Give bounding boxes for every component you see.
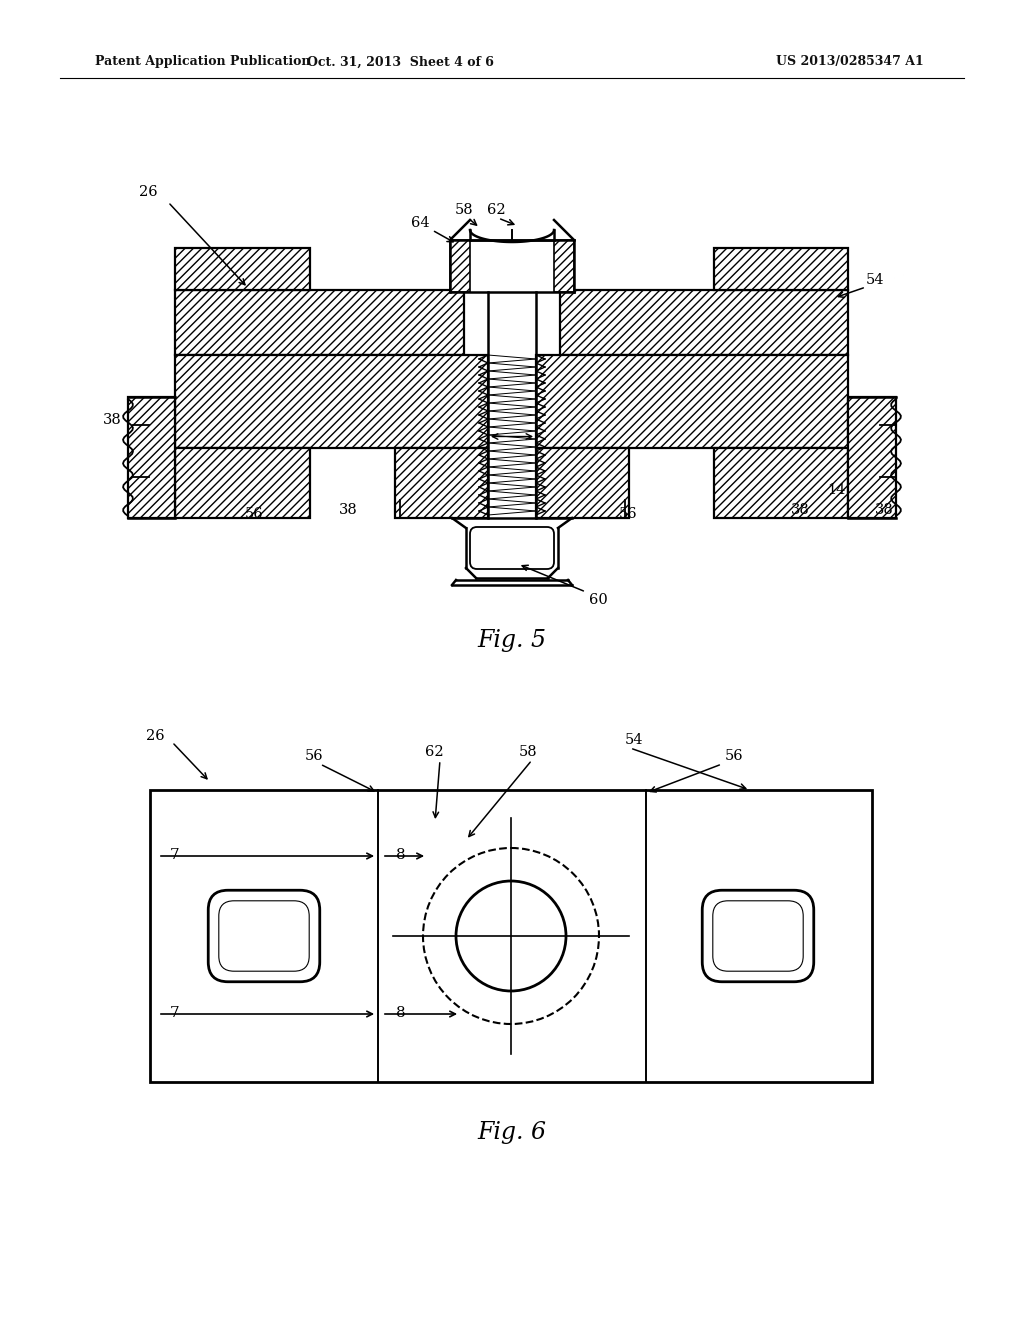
Text: 14: 14: [826, 483, 845, 498]
Text: 62: 62: [425, 744, 443, 759]
Text: 38: 38: [339, 503, 357, 517]
Text: US 2013/0285347 A1: US 2013/0285347 A1: [776, 55, 924, 69]
Bar: [560, 290, 848, 355]
Text: 56: 56: [305, 748, 324, 763]
Text: 58: 58: [455, 203, 473, 216]
Text: Fig. 6: Fig. 6: [477, 1121, 547, 1143]
Bar: [175, 290, 464, 355]
FancyBboxPatch shape: [208, 890, 319, 982]
Bar: [554, 240, 574, 292]
Text: 7: 7: [170, 847, 179, 862]
Text: 8: 8: [396, 1006, 406, 1020]
FancyBboxPatch shape: [713, 900, 803, 972]
Text: 56: 56: [245, 507, 263, 521]
Text: 26: 26: [138, 185, 158, 199]
Text: 58: 58: [519, 744, 538, 759]
FancyBboxPatch shape: [702, 890, 814, 982]
Bar: [128, 397, 175, 517]
Bar: [848, 397, 896, 517]
Bar: [175, 248, 310, 290]
Text: 56: 56: [725, 748, 743, 763]
FancyBboxPatch shape: [219, 900, 309, 972]
Text: 38: 38: [791, 503, 809, 517]
Bar: [714, 248, 848, 290]
Bar: [536, 447, 629, 517]
Text: 64: 64: [411, 216, 429, 230]
Text: 60: 60: [589, 593, 607, 607]
Text: 38: 38: [102, 413, 122, 426]
Text: Patent Application Publication: Patent Application Publication: [95, 55, 310, 69]
Bar: [175, 447, 310, 517]
Bar: [395, 447, 488, 517]
Bar: [150, 789, 872, 1082]
Text: 7: 7: [170, 1006, 179, 1020]
Text: Oct. 31, 2013  Sheet 4 of 6: Oct. 31, 2013 Sheet 4 of 6: [306, 55, 494, 69]
Bar: [175, 355, 488, 447]
Text: 38: 38: [874, 503, 893, 517]
Bar: [450, 240, 470, 292]
Text: 54: 54: [625, 733, 643, 747]
Circle shape: [456, 880, 566, 991]
Text: 56: 56: [618, 507, 637, 521]
Bar: [536, 355, 848, 447]
Text: 62: 62: [486, 203, 505, 216]
Bar: [714, 447, 848, 517]
Text: 8: 8: [396, 847, 406, 862]
Text: 26: 26: [145, 729, 164, 743]
Text: Fig. 5: Fig. 5: [477, 628, 547, 652]
FancyBboxPatch shape: [470, 527, 554, 569]
Text: 54: 54: [865, 273, 885, 286]
